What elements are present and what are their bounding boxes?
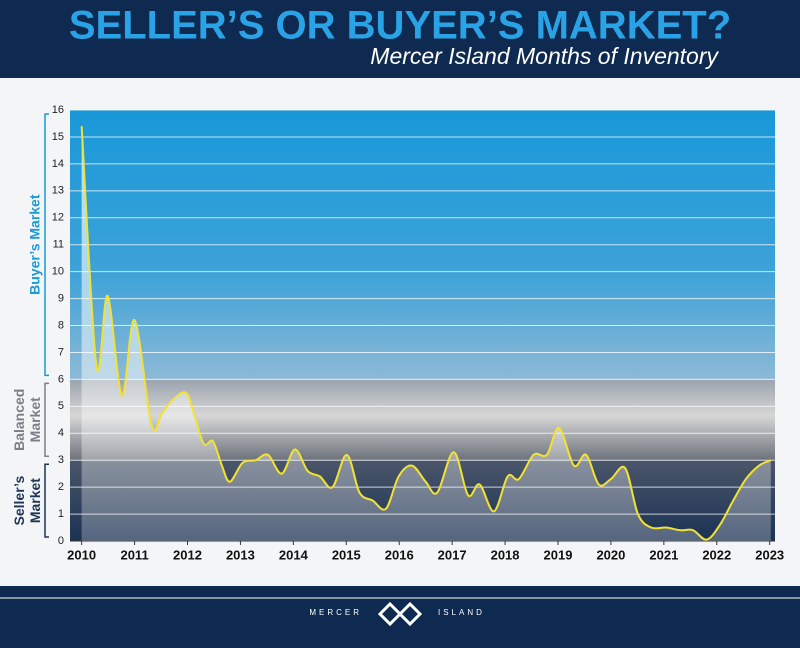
x-tick-label: 2014 (279, 547, 309, 562)
y-tick-label: 0 (58, 535, 64, 547)
x-tick-label: 2010 (67, 547, 96, 562)
y-tick-label: 7 (58, 346, 64, 358)
y-tick-label: 1 (58, 508, 64, 520)
y-tick-label: 11 (53, 239, 64, 251)
y-tick-label: 13 (52, 185, 64, 197)
footer-band (0, 586, 800, 648)
zone-label: Buyer’s Market (27, 194, 43, 295)
zone-label: BalancedMarket (11, 389, 43, 451)
x-tick-label: 2018 (491, 547, 520, 562)
x-tick-label: 2013 (226, 547, 255, 562)
y-tick-label: 10 (52, 266, 64, 278)
x-tick-label: 2020 (596, 547, 625, 562)
y-tick-label: 2 (58, 481, 64, 493)
zone-bracket (44, 382, 49, 457)
zone-label: Seller’sMarket (11, 475, 43, 525)
zone-bracket (44, 113, 49, 377)
x-tick-label: 2016 (385, 547, 414, 562)
y-tick-label: 9 (58, 292, 64, 304)
x-tick-label: 2022 (702, 547, 731, 562)
x-tick-label: 2019 (544, 547, 573, 562)
x-tick-label: 2012 (173, 547, 202, 562)
footer-right: ISLAND (438, 608, 485, 617)
y-tick-label: 14 (52, 158, 64, 170)
y-tick-label: 16 (52, 104, 64, 116)
title: SELLER’S OR BUYER’S MARKET? (69, 4, 731, 48)
y-tick-label: 4 (58, 427, 64, 439)
footer-left: MERCER (309, 608, 362, 617)
header-band (0, 0, 800, 78)
y-tick-label: 3 (58, 454, 64, 466)
subtitle: Mercer Island Months of Inventory (370, 43, 719, 69)
y-tick-label: 8 (58, 319, 64, 331)
zone-bracket (44, 463, 49, 538)
y-tick-label: 6 (58, 373, 64, 385)
x-tick-label: 2015 (332, 547, 361, 562)
y-tick-label: 15 (52, 131, 64, 143)
y-tick-label: 12 (52, 212, 64, 224)
x-tick-label: 2011 (120, 547, 148, 562)
area (81, 126, 771, 541)
logo (377, 601, 423, 627)
line (80, 126, 772, 541)
y-tick-label: 5 (58, 400, 64, 412)
x-tick-label: 2017 (438, 547, 467, 562)
x-tick-label: 2021 (649, 547, 678, 562)
x-tick-label: 2023 (755, 547, 784, 562)
